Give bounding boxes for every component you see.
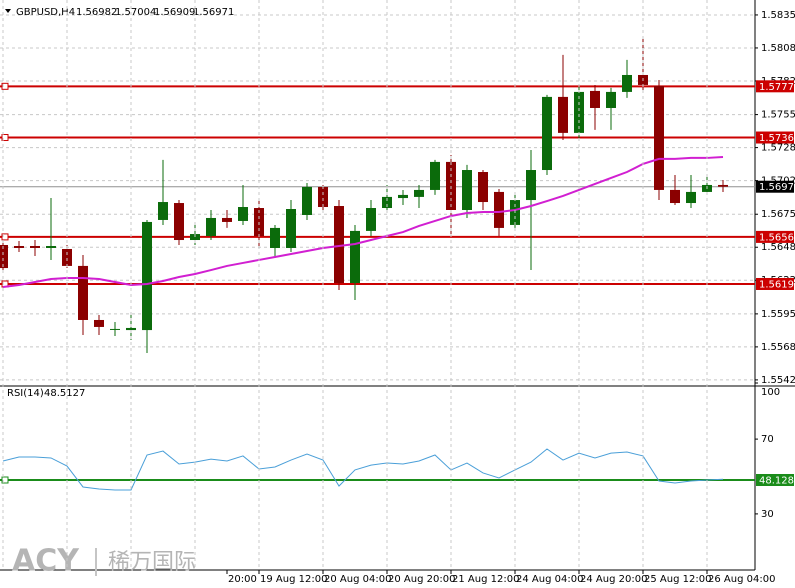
y-tick-label: 1.58085 — [761, 43, 795, 54]
candle-body — [670, 189, 680, 204]
ohlc-value: 1.56971 — [193, 7, 234, 18]
candle-body — [302, 186, 312, 215]
rsi-panel — [0, 448, 755, 491]
candle-body — [318, 186, 328, 208]
candle-body — [158, 202, 168, 220]
candle-body — [686, 191, 696, 204]
candle-body — [126, 327, 136, 331]
candle-body — [654, 85, 664, 190]
indicator-name: RSI(14) — [7, 388, 44, 399]
y-tick-label: 1.57285 — [761, 143, 795, 154]
x-tick-label: 20 Aug 20:00 — [388, 574, 455, 585]
y-tick-label: 1.58350 — [761, 10, 795, 21]
candle-body — [574, 91, 584, 133]
candle-body — [366, 208, 376, 231]
candle-body — [0, 245, 8, 269]
y-tick-label: 100 — [761, 387, 780, 398]
candle-body — [382, 196, 392, 209]
x-tick-label: 24 Aug 20:00 — [580, 574, 647, 585]
candle-body — [526, 170, 536, 201]
level-label: 1.56568 — [759, 232, 795, 243]
y-tick-label: 1.55950 — [761, 309, 795, 320]
x-tick-label: 25 Aug 12:00 — [644, 574, 711, 585]
candle-body — [414, 189, 424, 197]
level-handle — [1, 134, 9, 142]
candle-body — [78, 265, 88, 320]
candle-body — [30, 245, 40, 248]
candle-body — [110, 328, 120, 330]
y-tick-label: 1.56750 — [761, 209, 795, 220]
symbol: GBPUSD,H4 — [16, 7, 75, 18]
candle-body — [62, 248, 72, 266]
level-handle — [1, 233, 9, 241]
candle-body — [174, 203, 184, 241]
candle-body — [286, 209, 296, 248]
candle-body — [558, 96, 568, 133]
current-price-box — [756, 180, 794, 193]
level-box — [756, 230, 794, 243]
x-tick-label: 20 Aug 04:00 — [324, 574, 391, 585]
labels: 1.583501.580851.578201.575501.572851.570… — [7, 7, 795, 585]
level-label: 1.57366 — [759, 133, 795, 144]
rsi-line — [2, 448, 724, 491]
y-tick-label: 1.55685 — [761, 342, 795, 353]
y-tick-label: 1.55420 — [761, 375, 795, 386]
candle-body — [238, 207, 248, 221]
level-box — [756, 277, 794, 290]
candle-body — [222, 217, 232, 222]
candle-body — [206, 217, 216, 237]
x-tick-label: 19 Aug 12:00 — [260, 574, 327, 585]
ohlc-value: 1.56909 — [154, 7, 195, 18]
level-label: 1.57777 — [759, 82, 795, 93]
indicator-value: 48.5127 — [44, 388, 85, 399]
candle-body — [478, 172, 488, 203]
level-label: 48.1283 — [759, 476, 795, 487]
candle-body — [430, 161, 440, 190]
y-tick-label: 1.56485 — [761, 242, 795, 253]
level-box — [756, 131, 794, 144]
level-box — [756, 474, 794, 487]
x-tick-label: 20:00 — [228, 574, 257, 585]
candle-body — [190, 234, 200, 241]
x-tick-label: 26 Aug 04:00 — [708, 574, 775, 585]
watermark-brand: ACY — [12, 544, 80, 579]
y-tick-label: 30 — [761, 509, 774, 520]
candle-body — [494, 191, 504, 228]
candle-body — [398, 194, 408, 199]
ohlc-value: 1.57004 — [115, 7, 156, 18]
candle-body — [606, 91, 616, 108]
watermark-name: 稀万国际 — [108, 550, 196, 575]
current-price-label: 1.56971 — [759, 182, 795, 193]
level-label: 1.56190 — [759, 279, 795, 290]
candle-body — [462, 170, 472, 210]
collapse-icon — [5, 9, 11, 13]
ohlc-value: 1.56982 — [76, 7, 117, 18]
candle-body — [350, 230, 360, 283]
candle-body — [334, 206, 344, 283]
y-tick-label: 1.57550 — [761, 110, 795, 121]
x-tick-label: 21 Aug 12:00 — [452, 574, 519, 585]
candle-body — [590, 90, 600, 108]
candle-body — [46, 245, 56, 248]
candle-body — [94, 319, 104, 327]
moving-average — [2, 155, 724, 288]
candle-body — [718, 184, 728, 187]
candle-body — [542, 96, 552, 171]
level-box — [756, 80, 794, 93]
candle-body — [270, 227, 280, 248]
candle-body — [446, 161, 456, 210]
y-tick-label: 70 — [761, 434, 774, 445]
x-tick-label: 24 Aug 04:00 — [516, 574, 583, 585]
candle-body — [142, 221, 152, 331]
candle-body — [622, 74, 632, 92]
level-handle — [1, 476, 9, 484]
candle-body — [14, 245, 24, 248]
level-handle — [1, 82, 9, 90]
